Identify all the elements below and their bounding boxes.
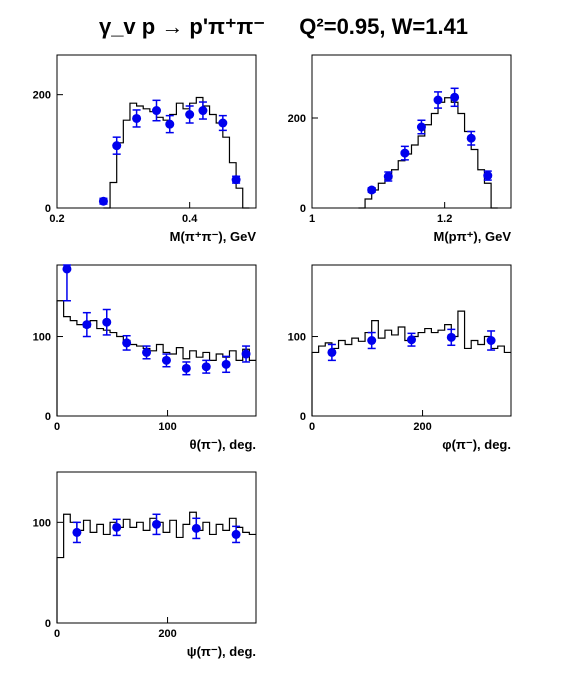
histogram-line (358, 97, 498, 209)
data-point (218, 118, 228, 128)
data-point (142, 347, 152, 357)
data-point (112, 522, 122, 532)
y-tick-label: 100 (288, 332, 306, 344)
x-axis-label: M(pπ⁺), GeV (434, 229, 512, 244)
data-point (450, 92, 460, 102)
x-axis-label: M(π⁺π⁻), GeV (170, 229, 257, 244)
histogram-line (103, 96, 250, 209)
x-tick-label: 200 (158, 628, 176, 640)
x-tick-label: 0.4 (182, 213, 198, 225)
panel-3: 0 100 0 100 θ(π⁻), deg. (33, 264, 257, 452)
x-tick-label: 0 (54, 421, 60, 433)
y-tick-label: 100 (33, 332, 51, 344)
y-tick-label: 0 (300, 203, 306, 215)
data-point (483, 171, 493, 181)
data-point (486, 336, 496, 345)
panel-2: 1 1.2 0 200 M(pπ⁺), GeV (288, 54, 512, 244)
x-axis-label: φ(π⁻), deg. (442, 437, 511, 452)
data-point (231, 175, 241, 185)
data-point (201, 362, 211, 372)
data-point (466, 133, 476, 143)
data-point (98, 196, 108, 206)
histogram-line (311, 310, 511, 416)
data-point (327, 347, 337, 357)
data-point (367, 185, 377, 195)
x-tick-label: 0.2 (49, 213, 64, 225)
data-point (132, 113, 142, 123)
x-tick-label: 100 (158, 421, 176, 433)
data-point (367, 336, 377, 345)
data-point (102, 317, 112, 327)
data-point (416, 122, 426, 132)
x-axis-label: θ(π⁻), deg. (190, 437, 256, 452)
data-point (72, 527, 82, 537)
data-point (152, 519, 161, 529)
data-point (82, 320, 92, 330)
data-point (198, 106, 208, 116)
data-point (152, 106, 161, 116)
data-point (191, 523, 201, 533)
data-point (122, 338, 132, 348)
data-point (407, 335, 416, 345)
plot-frame (311, 264, 512, 417)
x-tick-label: 200 (413, 421, 431, 433)
y-tick-label: 0 (300, 411, 306, 423)
panel-5: 0 200 0 100 ψ(π⁻), deg. (33, 471, 257, 659)
y-tick-label: 200 (288, 113, 306, 125)
plot-frame (56, 264, 257, 417)
data-point (221, 359, 231, 369)
plot-frame (311, 54, 512, 209)
kinematics-label: Q²=0.95, W=1.41 (299, 14, 469, 39)
data-point (383, 172, 393, 181)
data-point (400, 148, 410, 158)
data-point (62, 264, 72, 274)
x-axis-label: ψ(π⁻), deg. (187, 644, 256, 659)
x-tick-label: 0 (309, 421, 315, 433)
data-point (181, 363, 191, 373)
x-tick-label: 1.2 (437, 213, 452, 225)
x-tick-label: 0 (54, 628, 60, 640)
plot-frame (56, 471, 257, 624)
plot-frame (56, 54, 257, 209)
reaction-label: γ_v p → p'π⁺π⁻ (98, 14, 266, 39)
y-tick-label: 0 (45, 411, 51, 423)
y-tick-label: 0 (45, 618, 51, 630)
data-point (231, 529, 241, 539)
x-tick-label: 1 (309, 213, 315, 225)
y-tick-label: 100 (33, 517, 51, 529)
data-point (241, 349, 251, 359)
panel-1: 0.2 0.4 0 200 M(π⁺π⁻), GeV (33, 54, 257, 244)
y-tick-label: 0 (45, 203, 51, 215)
figure-title: γ_v p → p'π⁺π⁻ Q²=0.95, W=1.41 (0, 14, 567, 40)
panel-4: 0 200 0 100 φ(π⁻), deg. (288, 264, 512, 452)
data-point (433, 95, 443, 105)
data-point (161, 355, 171, 365)
y-tick-label: 200 (33, 90, 51, 102)
data-point (112, 141, 122, 151)
data-point (446, 332, 456, 342)
data-point (165, 119, 175, 129)
data-point (185, 110, 195, 119)
